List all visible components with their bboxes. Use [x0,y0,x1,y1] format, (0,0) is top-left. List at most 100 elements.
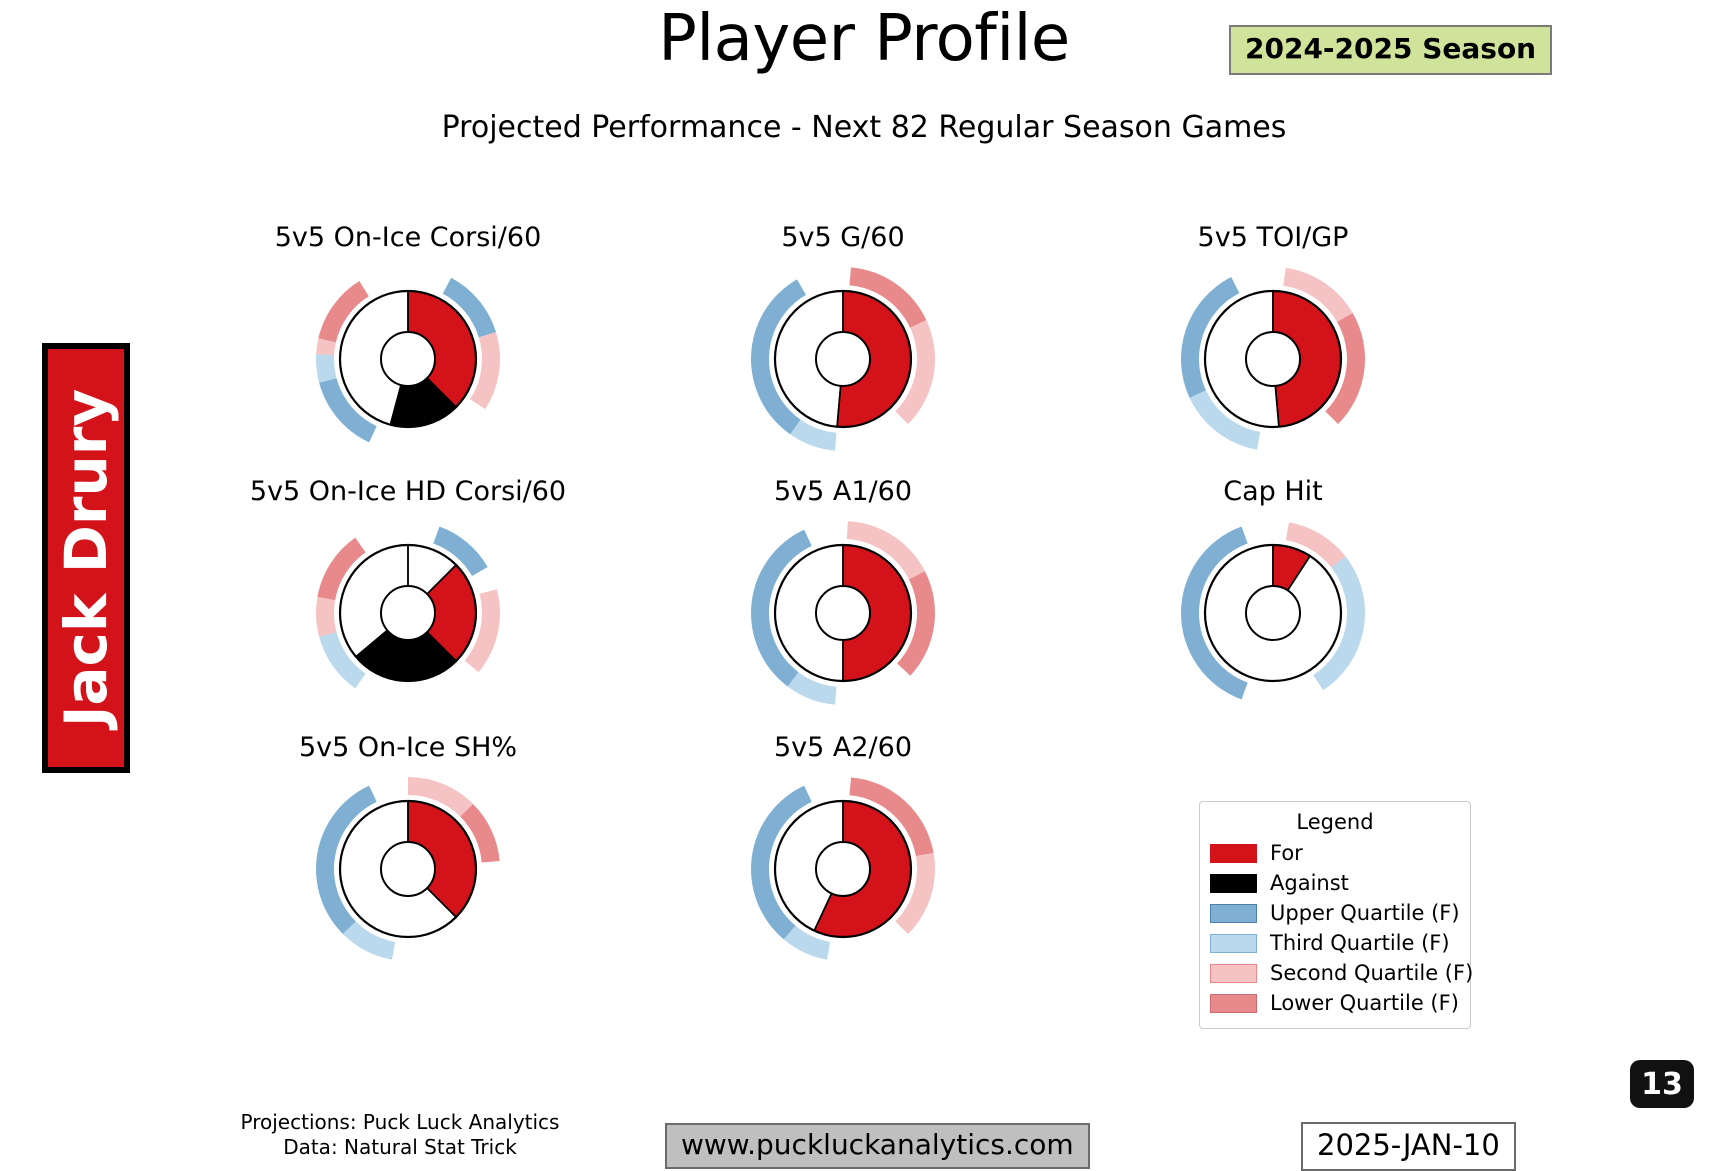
donut-wrapper [1108,513,1438,713]
center-hole [815,841,871,897]
wedge-divider [1274,385,1280,427]
wedge-divider [813,893,833,931]
legend-swatch [1210,873,1257,893]
website-box[interactable]: www.puckluckanalytics.com [665,1123,1090,1169]
quartile-arc [1313,556,1365,691]
center-hole [1245,585,1301,641]
wedge-for [408,291,476,408]
wedge-for [843,545,911,681]
season-badge: 2024-2025 Season [1229,25,1553,75]
donut-chart [751,777,935,960]
ring-outline [338,543,478,683]
quartile-arc [460,803,500,863]
ring-outline [773,289,913,429]
quartile-arc [849,267,927,328]
chart-title: 5v5 On-Ice SH% [298,732,518,763]
quartile-arc [895,320,935,425]
center-hole [1245,331,1301,387]
wedge-divider [836,385,842,427]
chart-title: 5v5 G/60 [781,222,905,253]
ring-outline [1203,289,1343,429]
quartile-arc [1181,526,1248,700]
credits-projections: Projections: Puck Luck Analytics [240,1110,560,1134]
ring-outline [1203,543,1343,683]
quartile-arc [464,589,500,673]
quartile-arc [1189,390,1261,450]
quartile-arc [1283,267,1353,322]
quartile-arc [897,571,935,676]
chart-cell: 5v5 On-Ice Corsi/60 [243,222,573,459]
quartile-arc [783,925,831,960]
wedge-empty [340,545,408,657]
chart-title: 5v5 TOI/GP [1197,222,1349,253]
quartile-arc [470,332,500,410]
donut-wrapper [243,769,573,969]
quartile-arc [318,280,369,343]
donut-chart [316,526,500,689]
ring-outline [338,289,478,429]
legend: Legend For Against Upper Quartile (F) Third… [1199,801,1473,1029]
wedge-for [408,564,476,662]
legend-swatch [1210,843,1257,863]
wedge-divider [426,377,457,408]
donut-chart [751,521,935,705]
chart-title: 5v5 On-Ice Corsi/60 [274,222,542,253]
wedge-divider [355,629,388,658]
wedge-for [1273,291,1342,427]
player-name-banner: Jack Drury [42,343,130,773]
chart-title: 5v5 On-Ice HD Corsi/60 [249,476,567,507]
donut-wrapper [678,513,1008,713]
quartile-arc [751,279,806,435]
donut-wrapper [678,259,1008,459]
quartile-arc [849,777,934,857]
wedge-empty [340,291,408,425]
chart-cell: Cap Hit [1108,476,1438,713]
donut-wrapper [678,769,1008,969]
legend-label: Second Quartile (F) [1270,961,1474,985]
credits-data: Data: Natural Stat Trick [283,1135,517,1159]
player-name-label: Jack Drury [52,388,120,728]
quartile-arc [319,632,366,689]
legend-label: For [1270,841,1303,865]
page-title: Player Profile [658,2,1070,76]
legend-label: Against [1270,871,1349,895]
legend-item: Lower Quartile (F) [1210,988,1460,1018]
donut-chart [316,277,500,443]
legend-item: Against [1210,868,1460,898]
quartile-arc [790,419,837,451]
legend-title: Legend [1296,810,1374,834]
center-hole [380,331,436,387]
wedge-divider [426,631,457,662]
wedge-empty [1205,291,1279,427]
legend-swatch [1210,993,1257,1013]
quartile-arc [319,378,377,443]
legend-swatch [1210,903,1257,923]
quartile-arc [1325,313,1365,425]
center-hole [815,331,871,387]
donut-chart [1181,522,1365,700]
wedge-divider [426,887,457,918]
chart-title: Cap Hit [1223,476,1323,507]
legend-item: For [1210,838,1460,868]
wedge-divider [1287,555,1311,591]
legend-item: Upper Quartile (F) [1210,898,1460,928]
chart-cell: 5v5 A1/60 [678,476,1008,713]
quartile-arc [317,537,366,601]
wedge-against [355,613,457,681]
wedge-for [837,291,911,427]
quartile-arc [342,921,396,960]
ring-outline [773,799,913,939]
legend-item: Second Quartile (F) [1210,958,1473,988]
wedge-divider [389,384,402,425]
ring-outline [338,799,478,939]
chart-title: 5v5 A1/60 [773,476,913,507]
quartile-arc [433,526,488,576]
legend-item: Third Quartile (F) [1210,928,1460,958]
page-subtitle: Projected Performance - Next 82 Regular … [441,110,1287,145]
center-hole [380,585,436,641]
legend-swatch [1210,933,1257,953]
legend-label: Third Quartile (F) [1270,931,1450,955]
wedge-for [408,801,476,918]
page-number-badge: 13 [1630,1060,1694,1108]
legend-label: Upper Quartile (F) [1270,901,1460,925]
